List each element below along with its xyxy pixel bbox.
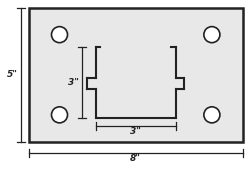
Circle shape [52, 27, 68, 43]
Text: 3": 3" [68, 78, 79, 87]
Text: 8": 8" [130, 154, 141, 163]
Text: 5": 5" [7, 70, 18, 79]
Circle shape [52, 107, 68, 123]
Circle shape [204, 27, 220, 43]
Circle shape [204, 107, 220, 123]
Text: 3": 3" [130, 127, 141, 136]
Bar [29, 8, 242, 142]
